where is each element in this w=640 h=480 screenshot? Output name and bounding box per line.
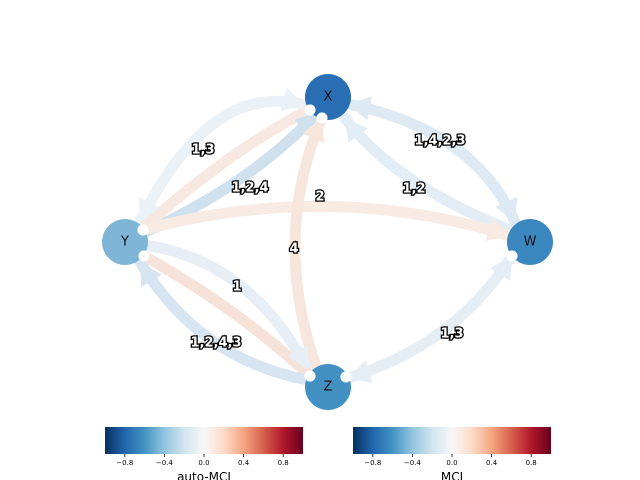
colorbar-tick-label: 0.8: [278, 459, 289, 467]
arrowhead-y-w: [485, 218, 510, 241]
edge-x-w: [342, 98, 521, 228]
arrowhead-x-w: [495, 197, 518, 222]
edge-label-y-w: 2: [315, 190, 324, 205]
edge-labels-layer: 1,3 1,2,4 1,4,2,3 1,2 2 4 1 1,2,4,3 1,3: [137, 104, 518, 383]
colorbar-gradient: [105, 427, 303, 454]
arrowhead-z-y-outer: [140, 262, 162, 288]
node-label: Z: [324, 380, 333, 395]
edge-y-z-mid: [138, 250, 316, 382]
node-circle: [102, 219, 148, 265]
edge-z-x: [289, 112, 328, 378]
link-end-marker: [304, 104, 316, 116]
edge-y-x-outer: [134, 95, 311, 228]
arrowheads-layer: [138, 87, 518, 383]
arrowhead-reverse-x-w: [348, 96, 372, 121]
edge-label-y-x-outer: 1,3: [191, 143, 214, 158]
link-end-marker: [138, 250, 150, 262]
node-label: X: [324, 90, 333, 105]
link-end-marker: [304, 370, 316, 382]
node-label: W: [524, 235, 537, 250]
colorbar-tick-label: 0.0: [198, 459, 209, 467]
edge-z-y-outer: [134, 256, 314, 386]
colorbar-tick-label: −0.8: [116, 459, 133, 467]
edge-label-w-z: 1,3: [440, 327, 463, 342]
colorbar-auto-mci: −0.8 −0.4 0.0 0.4 0.8 auto-MCI: [105, 427, 303, 480]
edge-label-z-x: 4: [289, 242, 298, 257]
edges-layer: [134, 95, 521, 386]
arrowhead-z-x: [302, 118, 325, 143]
link-end-marker: [506, 250, 518, 262]
arrowhead-reverse-y-x-outer: [138, 196, 161, 222]
colorbar-title: MCI: [441, 470, 463, 480]
colorbar-tick-label: 0.0: [446, 459, 457, 467]
colorbar-tick-label: −0.4: [156, 459, 174, 467]
node-z: Z: [305, 364, 351, 410]
arrowhead-reverse-w-z: [490, 256, 512, 281]
link-end-marker: [316, 112, 328, 124]
link-end-marker: [137, 224, 149, 236]
edge-label-w-x: 1,2: [402, 182, 425, 197]
edge-w-z: [342, 250, 518, 384]
node-w: W: [507, 219, 553, 265]
edge-label-y-z-inner: 1: [232, 280, 241, 295]
colorbar-title: auto-MCI: [177, 470, 231, 480]
link-end-marker: [340, 371, 352, 383]
arrowhead-y-x-outer: [280, 87, 305, 112]
colorbars-layer: −0.8 −0.4 0.0 0.4 0.8 auto-MCI −0.8 −0.4 0.0 0.4 0…: [105, 427, 551, 480]
edge-label-z-y-outer: 1,2,4,3: [191, 336, 242, 351]
colorbar-tick-label: 0.4: [238, 459, 250, 467]
colorbar-tick-label: −0.8: [364, 459, 381, 467]
colorbar-tick-label: −0.4: [404, 459, 422, 467]
node-circle: [305, 364, 351, 410]
colorbar-mci: −0.8 −0.4 0.0 0.4 0.8 MCI: [353, 427, 551, 480]
node-y: Y: [102, 219, 148, 265]
edge-y-x-mid: [137, 102, 318, 234]
node-label: Y: [120, 235, 129, 250]
arrowhead-w-z: [348, 360, 373, 383]
colorbar-tick-label: 0.8: [526, 459, 537, 467]
edge-label-y-x-inner: 1,2,4: [231, 181, 268, 196]
node-x: X: [305, 74, 351, 120]
node-circle: [305, 74, 351, 120]
edge-y-w: [137, 200, 516, 242]
node-circle: [507, 219, 553, 265]
edge-y-z-inner: [138, 239, 314, 376]
arrowhead-y-z-inner: [287, 344, 309, 370]
arrowhead-w-x: [345, 118, 368, 143]
edge-label-x-w: 1,4,2,3: [415, 134, 466, 149]
colorbar-gradient: [353, 427, 551, 454]
colorbar-tick-label: 0.4: [486, 459, 498, 467]
nodes-layer: X Y W Z: [102, 74, 553, 410]
